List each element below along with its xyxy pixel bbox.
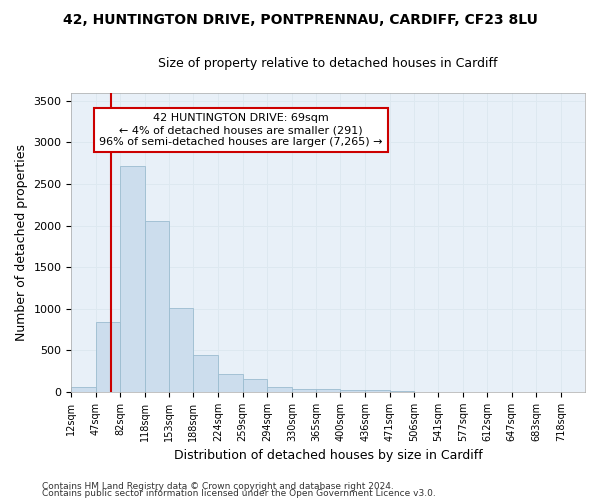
Y-axis label: Number of detached properties: Number of detached properties	[15, 144, 28, 340]
Bar	[193, 354, 218, 392]
Text: 42, HUNTINGTON DRIVE, PONTPRENNAU, CARDIFF, CF23 8LU: 42, HUNTINGTON DRIVE, PONTPRENNAU, CARDI…	[62, 12, 538, 26]
Bar	[365, 390, 389, 392]
Bar	[316, 389, 340, 392]
Title: Size of property relative to detached houses in Cardiff: Size of property relative to detached ho…	[158, 58, 498, 70]
Bar	[95, 322, 120, 392]
X-axis label: Distribution of detached houses by size in Cardiff: Distribution of detached houses by size …	[174, 450, 482, 462]
Bar	[242, 380, 267, 392]
Bar	[389, 391, 414, 392]
Bar	[120, 166, 145, 392]
Bar	[218, 374, 242, 392]
Text: 42 HUNTINGTON DRIVE: 69sqm
← 4% of detached houses are smaller (291)
96% of semi: 42 HUNTINGTON DRIVE: 69sqm ← 4% of detac…	[99, 114, 383, 146]
Bar	[292, 388, 316, 392]
Bar	[169, 308, 193, 392]
Bar	[267, 386, 292, 392]
Bar	[340, 390, 365, 392]
Bar	[145, 220, 169, 392]
Bar	[71, 387, 95, 392]
Text: Contains HM Land Registry data © Crown copyright and database right 2024.: Contains HM Land Registry data © Crown c…	[42, 482, 394, 491]
Text: Contains public sector information licensed under the Open Government Licence v3: Contains public sector information licen…	[42, 490, 436, 498]
